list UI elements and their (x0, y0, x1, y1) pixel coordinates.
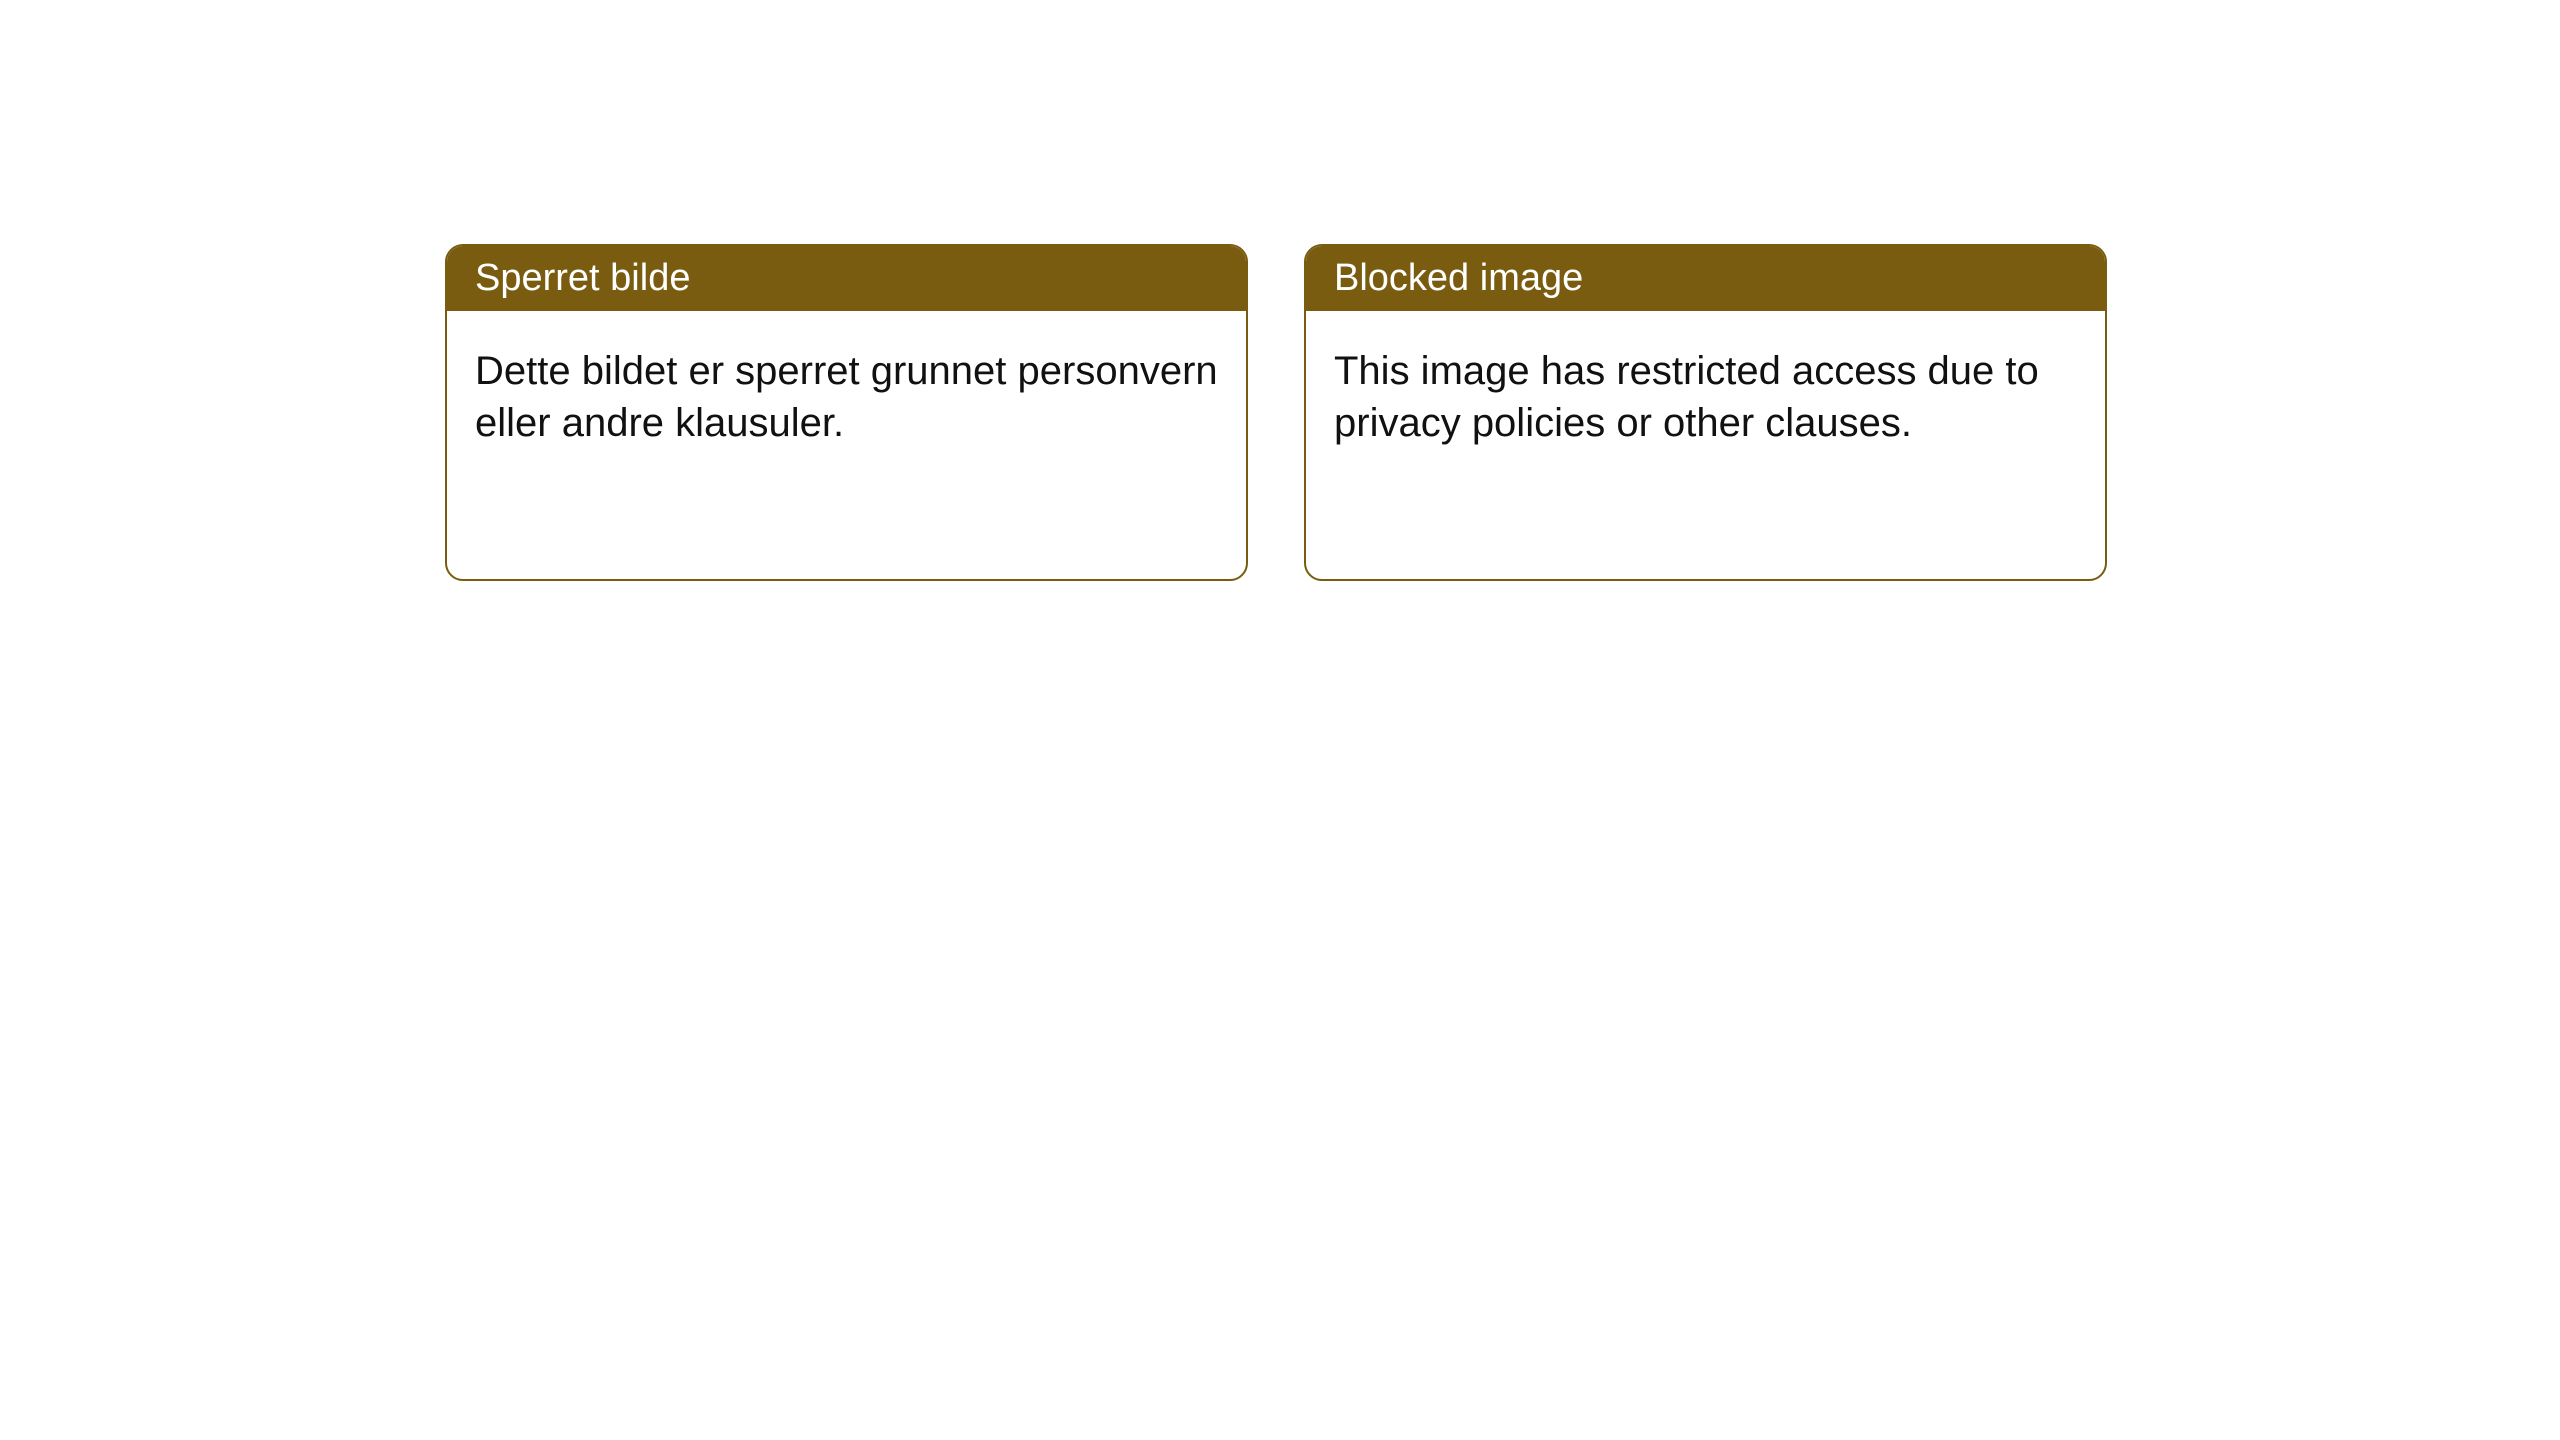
notice-message: Dette bildet er sperret grunnet personve… (475, 349, 1218, 445)
notice-body: Dette bildet er sperret grunnet personve… (447, 311, 1246, 483)
notice-title: Sperret bilde (475, 257, 690, 299)
notice-title: Blocked image (1334, 257, 1583, 299)
notice-body: This image has restricted access due to … (1306, 311, 2105, 483)
notice-message: This image has restricted access due to … (1334, 349, 2039, 445)
notice-container: Sperret bilde Dette bildet er sperret gr… (0, 0, 2560, 581)
notice-header: Sperret bilde (447, 246, 1246, 311)
notice-card-english: Blocked image This image has restricted … (1304, 244, 2107, 581)
notice-card-norwegian: Sperret bilde Dette bildet er sperret gr… (445, 244, 1248, 581)
notice-header: Blocked image (1306, 246, 2105, 311)
